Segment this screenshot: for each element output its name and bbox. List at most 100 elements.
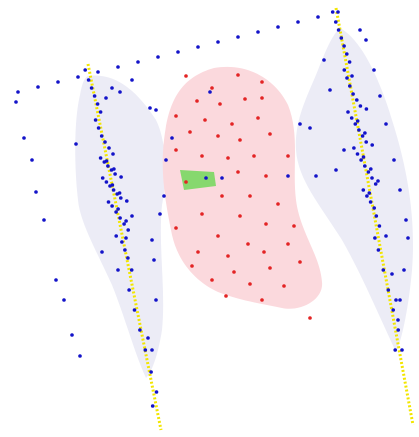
blue-point	[78, 354, 82, 358]
blue-point	[390, 272, 394, 276]
blue-point	[364, 107, 369, 111]
red-point	[210, 86, 214, 90]
center-region	[162, 66, 323, 309]
blue-point	[216, 40, 220, 44]
blue-point	[62, 298, 66, 302]
blue-point	[162, 194, 166, 198]
blue-point	[336, 10, 340, 14]
red-point	[256, 116, 260, 120]
red-point	[190, 264, 194, 268]
blue-point	[394, 298, 398, 302]
red-point	[174, 226, 178, 230]
blue-point	[384, 234, 388, 238]
red-point	[226, 156, 230, 160]
blue-point	[398, 188, 402, 192]
blue-point	[103, 140, 107, 144]
blue-point	[158, 212, 162, 216]
red-point	[195, 99, 199, 103]
blue-point	[342, 44, 346, 48]
blue-point	[138, 328, 142, 332]
blue-point	[364, 140, 369, 144]
blue-point	[22, 136, 26, 140]
blue-point	[96, 126, 101, 130]
blue-point	[149, 370, 153, 374]
red-point	[248, 194, 252, 198]
blue-point	[30, 158, 34, 162]
blue-point	[256, 30, 260, 34]
blue-point	[124, 236, 128, 240]
red-point	[232, 270, 236, 274]
red-point	[226, 254, 230, 258]
red-point	[260, 298, 264, 302]
blue-point	[384, 122, 388, 126]
blue-point	[56, 80, 60, 84]
blue-point	[372, 68, 376, 72]
blue-point	[127, 288, 131, 292]
blue-point	[93, 118, 98, 122]
red-point	[230, 122, 234, 126]
blue-point	[132, 308, 137, 312]
blue-point	[154, 390, 159, 394]
blue-point	[351, 92, 355, 96]
blue-point	[367, 191, 372, 195]
blue-point	[381, 268, 386, 272]
blue-point	[358, 104, 363, 108]
blue-point	[118, 90, 122, 94]
blue-point	[98, 110, 103, 114]
red-point	[200, 212, 204, 216]
blue-point	[124, 219, 128, 223]
red-point	[260, 80, 264, 84]
blue-point	[100, 176, 105, 180]
blue-point	[355, 119, 360, 123]
blue-point	[152, 258, 156, 262]
blue-point	[100, 250, 104, 254]
blue-point	[208, 90, 212, 94]
blue-point	[391, 308, 396, 312]
blue-point	[334, 20, 338, 24]
blue-point	[236, 35, 240, 39]
blue-point	[316, 15, 320, 19]
blue-point	[204, 176, 208, 180]
blue-point	[353, 122, 358, 126]
blue-point	[339, 36, 344, 40]
blue-point	[76, 75, 80, 79]
blue-point	[99, 134, 104, 138]
blue-point	[106, 200, 111, 204]
red-point	[238, 214, 242, 218]
blue-point	[349, 116, 354, 120]
blue-point	[107, 146, 111, 150]
blue-point	[116, 65, 120, 69]
blue-point	[89, 86, 94, 90]
blue-point	[111, 152, 115, 156]
blue-point	[120, 240, 124, 244]
blue-point	[286, 174, 290, 178]
blue-point	[373, 182, 378, 186]
blue-point	[345, 52, 349, 56]
right-dotted-line	[334, 7, 415, 426]
blue-point	[398, 298, 402, 302]
blue-point	[116, 207, 120, 211]
blue-point	[346, 110, 350, 114]
blue-point	[276, 25, 280, 29]
blue-point	[402, 268, 406, 272]
blue-point	[328, 88, 332, 92]
selection-marker	[180, 170, 216, 190]
blue-point	[314, 174, 318, 178]
blue-point	[154, 298, 158, 302]
blue-point	[386, 288, 391, 292]
blue-point	[322, 58, 326, 62]
red-point	[200, 154, 204, 158]
blue-point	[336, 28, 341, 32]
red-point	[246, 242, 250, 246]
blue-point	[150, 238, 154, 242]
blue-point	[330, 10, 335, 14]
blue-point	[357, 128, 361, 132]
blue-point	[361, 188, 366, 192]
red-point	[184, 74, 188, 78]
red-point	[292, 224, 296, 228]
blue-point	[393, 348, 398, 352]
blue-point	[396, 328, 401, 332]
red-point	[238, 138, 242, 142]
blue-point	[347, 60, 352, 64]
blue-point	[104, 180, 109, 184]
